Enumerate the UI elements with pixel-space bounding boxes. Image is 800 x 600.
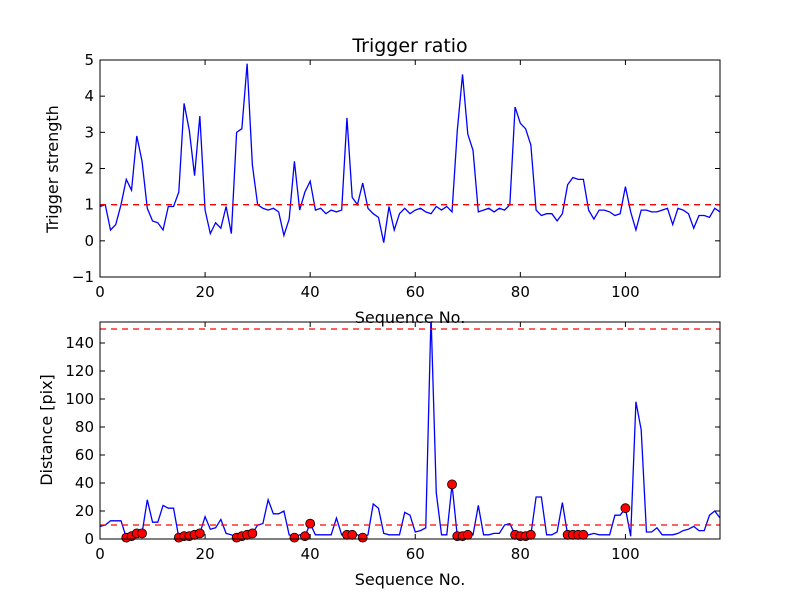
data-marker (305, 518, 316, 529)
series-line (100, 322, 720, 539)
y-tick-label: 0 (84, 232, 94, 250)
data-marker (578, 529, 589, 540)
x-tick-label: 60 (406, 283, 425, 301)
data-marker (194, 528, 205, 539)
threshold-lines (100, 328, 720, 526)
series-line (100, 63, 720, 243)
data-marker (447, 479, 457, 490)
x-axis-label: Sequence No. (355, 308, 466, 327)
x-tick-label: 80 (511, 545, 530, 563)
data-marker (247, 528, 258, 539)
y-tick-label: 20 (75, 502, 94, 520)
y-tick-label: 140 (65, 334, 94, 352)
x-tick-label: 0 (95, 283, 105, 301)
data-marker (347, 529, 358, 540)
plot-frame (99, 59, 721, 278)
axis-ticks: 0 20 40 60 80 100 0 20 40 60 80 100 120 140 (65, 322, 720, 563)
x-tick-label: 20 (196, 283, 215, 301)
data-marker (357, 532, 368, 543)
data-marker (620, 503, 631, 514)
x-tick-label: 100 (611, 283, 640, 301)
x-tick-label: 0 (95, 545, 105, 563)
plot-frame (99, 321, 721, 540)
x-tick-label: 20 (196, 545, 215, 563)
x-tick-label: 100 (611, 545, 640, 563)
markers (121, 479, 631, 543)
x-axis-label: Sequence No. (355, 570, 466, 589)
series (100, 63, 720, 243)
y-tick-label: 0 (84, 530, 94, 548)
y-tick-label: 5 (84, 51, 94, 69)
data-marker (137, 528, 147, 539)
y-tick-label: 2 (84, 160, 94, 178)
y-tick-label: 80 (75, 418, 94, 436)
data-marker (300, 531, 310, 542)
x-tick-label: 40 (301, 283, 320, 301)
y-tick-label: 3 (84, 123, 94, 141)
distance-chart: 0 20 40 60 80 100 0 20 40 60 80 100 120 140 Sequence … (37, 321, 721, 589)
y-tick-label: 100 (65, 390, 94, 408)
y-tick-label: 120 (65, 362, 94, 380)
chart-title: Trigger ratio (351, 35, 467, 57)
y-tick-label: 40 (75, 474, 94, 492)
x-tick-label: 40 (301, 545, 320, 563)
y-tick-label: 4 (84, 87, 94, 105)
y-axis-label: Distance [pix] (37, 374, 56, 486)
data-marker (462, 529, 473, 540)
series (100, 322, 720, 539)
data-marker (525, 529, 536, 540)
x-tick-label: 80 (511, 283, 530, 301)
y-tick-label: 60 (75, 446, 94, 464)
x-tick-label: 60 (406, 545, 425, 563)
data-marker (289, 532, 300, 543)
y-tick-label: 1 (84, 196, 94, 214)
y-axis-label: Trigger strength (43, 105, 62, 234)
y-tick-label: −1 (72, 268, 94, 286)
